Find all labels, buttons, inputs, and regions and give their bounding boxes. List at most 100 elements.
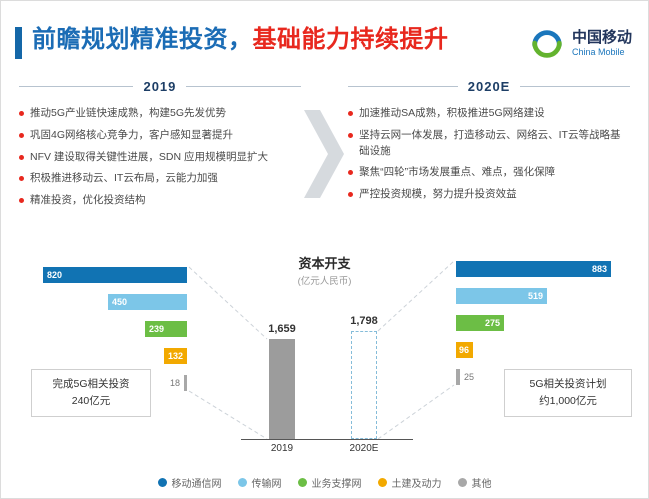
logo-text: 中国移动 China Mobile [572,30,632,57]
year-label: 2020E [467,79,511,94]
total-bar [351,331,377,439]
bar-value-label: 275 [484,318,500,328]
logo-name-en: China Mobile [571,46,625,57]
bar: 883 [456,261,611,277]
legend-item: 其他 [457,475,492,490]
capex-bar-row: 25 [456,369,628,385]
total-bar-2020e: 1,798 [350,315,378,439]
bullet-text: 严控投资规模，努力提升投资效益 [359,188,517,200]
year-label: 2019 [143,79,177,94]
hbar-group-2020e: 883 519 275 96 25 [456,261,628,396]
x-axis-label-2019: 2019 [270,443,294,454]
callout-line: 5G相关投资计划 [529,378,607,391]
total-bar-2019: 1,659 [268,323,296,439]
chart-subtitle: (亿元人民币) [297,276,352,287]
title-part-red: 基础能力持续提升 [252,26,449,53]
bullet-list-2019: 推动5G产业链快速成熟，构建5G先发优势 巩固4G网络核心竞争力，客户感知显著提… [19,106,301,209]
bullet-text: 推动5G产业链快速成熟，构建5G先发优势 [30,107,227,119]
legend-dot [157,478,167,487]
bullet-dot [19,198,24,203]
header-line [19,86,134,87]
legend-label: 土建及动力 [391,479,442,490]
legend-label: 其他 [471,479,492,490]
bullet-item: NFV 建设取得关键性进展，SDN 应用规模明显扩大 [19,150,301,166]
callout-5g-2020e: 5G相关投资计划 约1,000亿元 [504,369,632,417]
bullet-item: 加速推动SA成熟，积极推进5G网络建设 [348,106,630,122]
capex-bar-row: 18 [19,375,187,391]
capex-bar-row: 820 [19,267,187,283]
header-line [186,86,301,87]
bar: 450 [108,294,187,310]
capex-chart: 资本开支 (亿元人民币) 820 450 239 132 18 883 519 … [1,253,648,467]
bullet-item: 积极推进移动云、IT云布局，云能力加强 [19,171,301,187]
legend-label: 移动通信网 [171,479,222,490]
bullet-text: 巩固4G网络核心竞争力，客户感知显著提升 [30,128,234,141]
bar-value-label: 239 [149,324,165,334]
capex-bar-row: 275 [456,315,628,331]
bullet-dot [19,154,24,160]
year-columns: 2019 推动5G产业链快速成熟，构建5G先发优势 巩固4G网络核心竞争力，客户… [1,79,648,229]
capex-bar-row: 450 [19,294,187,310]
legend-dot [377,478,387,487]
bullet-dot [348,111,354,116]
legend: 移动通信网 传输网 业务支撑网 土建及动力 其他 [1,475,648,490]
column-header-2019: 2019 [19,79,301,94]
transition-arrow [301,79,348,229]
legend-item: 移动通信网 [157,475,222,490]
bar: 275 [456,315,504,331]
bar: 96 [456,342,473,358]
total-bar [269,339,295,439]
legend-label: 传输网 [251,479,282,490]
forward-arrow-icon [304,110,345,198]
callout-line: 240亿元 [71,395,111,407]
china-mobile-logo-icon [532,30,562,58]
column-2020e: 2020E 加速推动SA成熟，积极推进5G网络建设 坚持云网一体发展，打造移动云… [348,79,630,229]
bullet-item: 聚焦“四轮”市场发展重点、难点，强化保障 [348,165,630,181]
page-title: 前瞻规划精准投资，基础能力持续提升 [32,25,528,55]
bullet-item: 坚持云网一体发展，打造移动云、网络云、IT云等战略基础设施 [348,128,630,160]
capex-bar-row: 96 [456,342,628,358]
total-value-label: 1,659 [268,323,296,335]
bar: 820 [43,267,187,283]
bullet-text: 坚持云网一体发展，打造移动云、网络云、IT云等战略基础设施 [359,128,621,157]
capex-bar-row: 883 [456,261,628,277]
legend-dot [297,478,307,487]
bar-value-label: 25 [464,372,475,382]
bullet-text: 加速推动SA成熟，积极推进5G网络建设 [359,107,545,119]
bar-value-label: 820 [47,270,63,280]
bullet-dot [348,170,354,176]
bullet-text: 积极推进移动云、IT云布局，云能力加强 [30,172,218,185]
bullet-dot [19,132,24,138]
legend-dot [457,478,467,487]
callout-line: 约1,000亿元 [539,395,597,407]
capex-bar-row: 519 [456,288,628,304]
legend-item: 土建及动力 [377,475,442,490]
bar [456,369,460,385]
hbar-group-2019: 820 450 239 132 18 [19,267,187,402]
bullet-list-2020e: 加速推动SA成熟，积极推进5G网络建设 坚持云网一体发展，打造移动云、网络云、I… [348,106,630,203]
bar-value-label: 450 [112,297,128,307]
bar-value-label: 519 [527,291,543,301]
bar: 132 [164,348,187,364]
china-mobile-logo: 中国移动 China Mobile [528,25,632,63]
capex-bar-row: 132 [19,348,187,364]
header-line [348,86,458,87]
header: 前瞻规划精准投资，基础能力持续提升 中国移动 China Mobile [1,1,648,63]
bar: 519 [456,288,547,304]
bullet-text: 精准投资，优化投资结构 [30,194,146,206]
column-header-2020e: 2020E [348,79,630,94]
bullet-item: 巩固4G网络核心竞争力，客户感知显著提升 [19,128,301,144]
x-axis [241,439,413,440]
bar-value-label: 883 [591,264,607,274]
x-axis-label-2020e: 2020E [349,443,379,454]
bullet-dot [19,176,24,182]
capex-bar-row: 239 [19,321,187,337]
bar: 239 [145,321,187,337]
bullet-text: 聚焦“四轮”市场发展重点、难点，强化保障 [359,166,556,179]
bullet-item: 精准投资，优化投资结构 [19,193,301,209]
title-part-blue: 前瞻规划精准投资， [32,26,253,53]
bullet-dot [19,111,24,116]
legend-label: 业务支撑网 [311,479,362,490]
bullet-item: 严控投资规模，努力提升投资效益 [348,187,630,203]
